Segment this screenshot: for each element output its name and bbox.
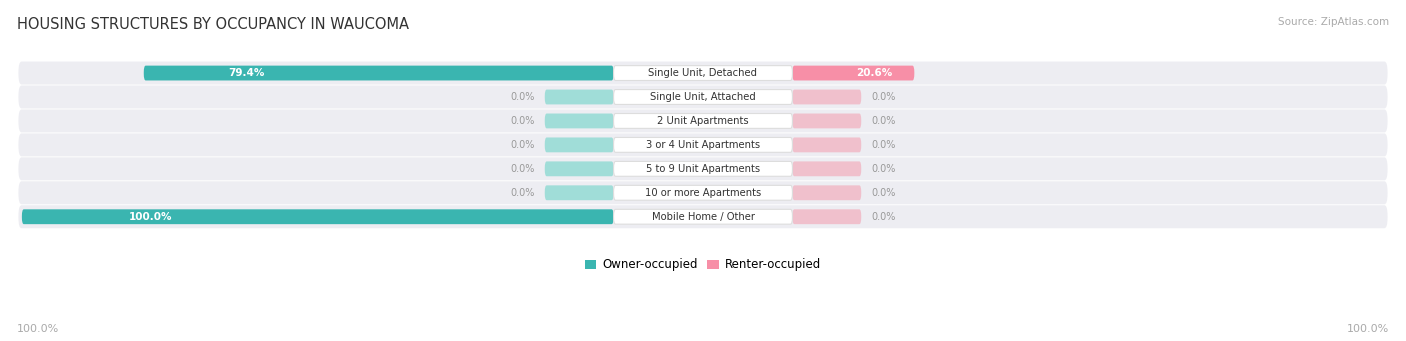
Text: 0.0%: 0.0% [872, 188, 896, 198]
Text: 0.0%: 0.0% [510, 164, 534, 174]
FancyBboxPatch shape [18, 86, 1388, 108]
FancyBboxPatch shape [544, 90, 613, 104]
Text: 0.0%: 0.0% [510, 188, 534, 198]
FancyBboxPatch shape [613, 209, 793, 224]
Text: HOUSING STRUCTURES BY OCCUPANCY IN WAUCOMA: HOUSING STRUCTURES BY OCCUPANCY IN WAUCO… [17, 17, 409, 32]
FancyBboxPatch shape [793, 186, 862, 200]
FancyBboxPatch shape [613, 137, 793, 152]
Legend: Owner-occupied, Renter-occupied: Owner-occupied, Renter-occupied [579, 254, 827, 276]
Text: Source: ZipAtlas.com: Source: ZipAtlas.com [1278, 17, 1389, 27]
Text: 100.0%: 100.0% [128, 212, 172, 222]
FancyBboxPatch shape [793, 137, 862, 152]
Text: 3 or 4 Unit Apartments: 3 or 4 Unit Apartments [645, 140, 761, 150]
Text: 0.0%: 0.0% [872, 212, 896, 222]
Text: 5 to 9 Unit Apartments: 5 to 9 Unit Apartments [645, 164, 761, 174]
FancyBboxPatch shape [18, 133, 1388, 157]
Text: 0.0%: 0.0% [510, 140, 534, 150]
Text: Single Unit, Detached: Single Unit, Detached [648, 68, 758, 78]
FancyBboxPatch shape [793, 65, 914, 80]
Text: 0.0%: 0.0% [872, 140, 896, 150]
Text: 0.0%: 0.0% [872, 164, 896, 174]
Text: 0.0%: 0.0% [872, 92, 896, 102]
FancyBboxPatch shape [793, 90, 862, 104]
Text: 0.0%: 0.0% [510, 116, 534, 126]
FancyBboxPatch shape [18, 62, 1388, 85]
FancyBboxPatch shape [22, 209, 613, 224]
Text: 0.0%: 0.0% [510, 92, 534, 102]
Text: 10 or more Apartments: 10 or more Apartments [645, 188, 761, 198]
Text: Mobile Home / Other: Mobile Home / Other [651, 212, 755, 222]
FancyBboxPatch shape [18, 181, 1388, 204]
FancyBboxPatch shape [18, 205, 1388, 228]
FancyBboxPatch shape [793, 114, 862, 128]
Text: 2 Unit Apartments: 2 Unit Apartments [657, 116, 749, 126]
Text: 100.0%: 100.0% [17, 324, 59, 334]
Text: 20.6%: 20.6% [856, 68, 893, 78]
FancyBboxPatch shape [18, 109, 1388, 132]
FancyBboxPatch shape [143, 65, 613, 80]
FancyBboxPatch shape [613, 161, 793, 176]
FancyBboxPatch shape [544, 114, 613, 128]
FancyBboxPatch shape [544, 161, 613, 176]
Text: 0.0%: 0.0% [872, 116, 896, 126]
FancyBboxPatch shape [793, 209, 862, 224]
FancyBboxPatch shape [613, 186, 793, 200]
FancyBboxPatch shape [18, 157, 1388, 180]
Text: 79.4%: 79.4% [228, 68, 264, 78]
FancyBboxPatch shape [793, 161, 862, 176]
FancyBboxPatch shape [544, 137, 613, 152]
FancyBboxPatch shape [613, 65, 793, 80]
FancyBboxPatch shape [613, 90, 793, 104]
FancyBboxPatch shape [544, 186, 613, 200]
Text: Single Unit, Attached: Single Unit, Attached [650, 92, 756, 102]
FancyBboxPatch shape [613, 114, 793, 128]
Text: 100.0%: 100.0% [1347, 324, 1389, 334]
